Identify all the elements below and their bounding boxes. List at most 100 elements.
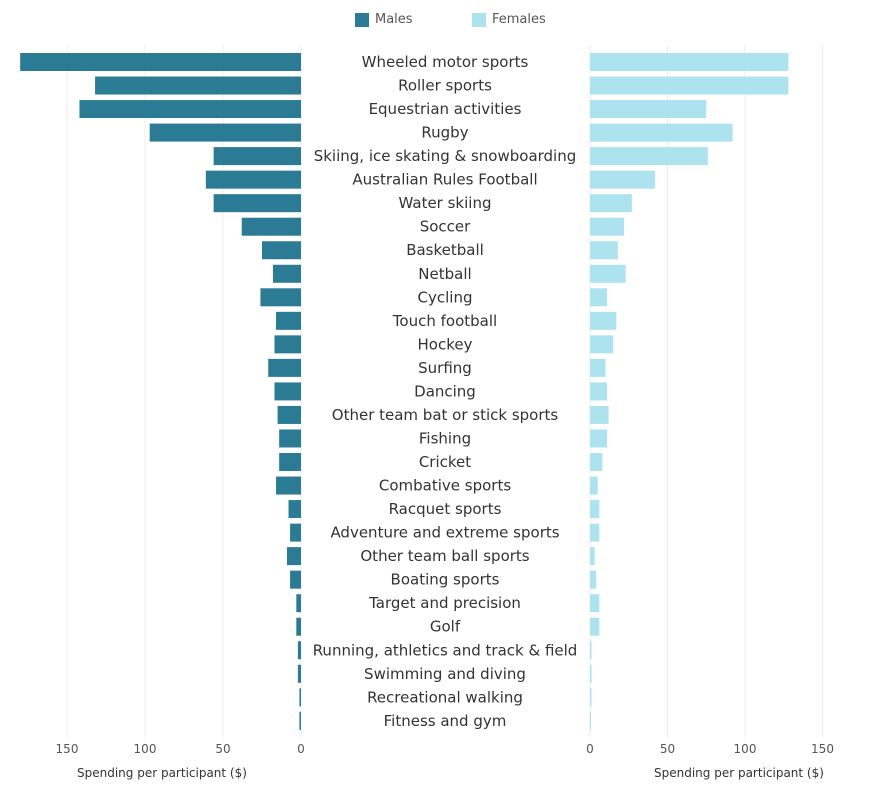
- bar-females[interactable]: [590, 405, 609, 424]
- right-tick-label: 150: [811, 742, 834, 756]
- bar-males[interactable]: [260, 288, 301, 307]
- category-label: Hockey: [418, 335, 473, 353]
- category-label: Running, athletics and track & field: [313, 641, 578, 659]
- bar-females[interactable]: [590, 429, 608, 448]
- category-label: Fishing: [419, 429, 471, 447]
- bar-males[interactable]: [20, 53, 301, 71]
- bar-females[interactable]: [590, 382, 608, 401]
- category-label: Rugby: [421, 124, 468, 142]
- legend-label-males: Males: [375, 12, 413, 27]
- bar-males[interactable]: [268, 358, 301, 377]
- bar-males[interactable]: [276, 476, 301, 495]
- category-label: Equestrian activities: [369, 100, 522, 118]
- bar-females[interactable]: [590, 523, 600, 542]
- bar-males[interactable]: [276, 311, 301, 330]
- bar-females[interactable]: [590, 53, 789, 71]
- bar-males[interactable]: [95, 76, 301, 95]
- bar-males[interactable]: [262, 241, 301, 260]
- bar-males[interactable]: [274, 335, 301, 354]
- category-label: Australian Rules Football: [352, 171, 537, 189]
- left-axis-label: Spending per participant ($): [77, 766, 247, 780]
- category-label: Target and precision: [368, 594, 521, 612]
- right-tick-label: 100: [734, 742, 757, 756]
- category-label: Other team bat or stick sports: [332, 406, 559, 424]
- category-label: Adventure and extreme sports: [330, 524, 559, 542]
- legend-item-males[interactable]: Males: [355, 12, 413, 27]
- category-label: Boating sports: [391, 571, 500, 589]
- bar-females[interactable]: [590, 170, 656, 189]
- legend-item-females[interactable]: Females: [472, 12, 546, 27]
- bar-males[interactable]: [290, 523, 301, 542]
- bar-females[interactable]: [590, 311, 617, 330]
- bar-males[interactable]: [297, 664, 301, 683]
- bar-females[interactable]: [590, 476, 598, 495]
- legend-swatch-females: [472, 12, 486, 27]
- bar-females[interactable]: [590, 547, 595, 566]
- bar-females[interactable]: [590, 594, 600, 613]
- bar-females[interactable]: [590, 664, 592, 683]
- bar-males[interactable]: [274, 382, 301, 401]
- category-label: Touch football: [392, 312, 497, 330]
- bar-males[interactable]: [296, 594, 301, 613]
- left-tick-label: 0: [297, 742, 305, 756]
- left-tick-label: 150: [56, 742, 79, 756]
- category-label: Wheeled motor sports: [362, 53, 529, 71]
- legend-label-females: Females: [492, 12, 546, 27]
- category-label: Soccer: [420, 218, 471, 236]
- category-label: Swimming and diving: [364, 665, 526, 683]
- bar-males[interactable]: [213, 194, 301, 213]
- bar-females[interactable]: [590, 241, 618, 260]
- right-tick-label: 50: [660, 742, 675, 756]
- bar-females[interactable]: [590, 194, 632, 213]
- category-label: Roller sports: [398, 77, 492, 95]
- bar-males[interactable]: [149, 123, 301, 142]
- category-label: Cricket: [419, 453, 471, 471]
- category-label: Cycling: [418, 288, 473, 306]
- bar-females[interactable]: [590, 500, 600, 519]
- bar-females[interactable]: [590, 123, 733, 142]
- bar-females[interactable]: [590, 288, 608, 307]
- bar-males[interactable]: [296, 617, 301, 636]
- bar-females[interactable]: [590, 570, 597, 589]
- bar-males[interactable]: [288, 500, 301, 519]
- bar-females[interactable]: [590, 358, 606, 377]
- right-tick-label: 0: [586, 742, 594, 756]
- bar-females[interactable]: [590, 641, 592, 660]
- bar-males[interactable]: [279, 429, 301, 448]
- bar-males[interactable]: [277, 405, 301, 424]
- legend-swatch-males: [355, 12, 369, 27]
- bar-females[interactable]: [590, 147, 708, 166]
- bar-males[interactable]: [299, 711, 301, 730]
- category-label: Recreational walking: [367, 688, 523, 706]
- category-label: Fitness and gym: [384, 712, 507, 730]
- bar-males[interactable]: [279, 453, 301, 472]
- category-label: Combative sports: [379, 477, 511, 495]
- bar-males[interactable]: [213, 147, 301, 166]
- bar-males[interactable]: [241, 217, 301, 236]
- bar-males[interactable]: [297, 641, 301, 660]
- bar-males[interactable]: [286, 547, 301, 566]
- bar-males[interactable]: [205, 170, 301, 189]
- bar-females[interactable]: [590, 335, 614, 354]
- bar-females[interactable]: [590, 453, 603, 472]
- bar-males[interactable]: [299, 688, 301, 707]
- bar-females[interactable]: [590, 100, 707, 119]
- bar-males[interactable]: [79, 100, 301, 119]
- bar-females[interactable]: [590, 711, 591, 730]
- bar-females[interactable]: [590, 617, 600, 636]
- left-tick-label: 100: [134, 742, 157, 756]
- bar-males[interactable]: [290, 570, 301, 589]
- category-label: Skiing, ice skating & snowboarding: [314, 147, 577, 165]
- category-label: Water skiing: [399, 194, 492, 212]
- bar-females[interactable]: [590, 264, 626, 283]
- category-label: Dancing: [414, 382, 476, 400]
- category-label: Golf: [430, 618, 461, 636]
- bar-females[interactable]: [590, 217, 625, 236]
- legend: Males Females: [0, 12, 891, 34]
- bar-males[interactable]: [272, 264, 301, 283]
- category-label: Netball: [418, 265, 471, 283]
- bar-females[interactable]: [590, 688, 592, 707]
- bar-females[interactable]: [590, 76, 789, 95]
- category-label: Surfing: [418, 359, 472, 377]
